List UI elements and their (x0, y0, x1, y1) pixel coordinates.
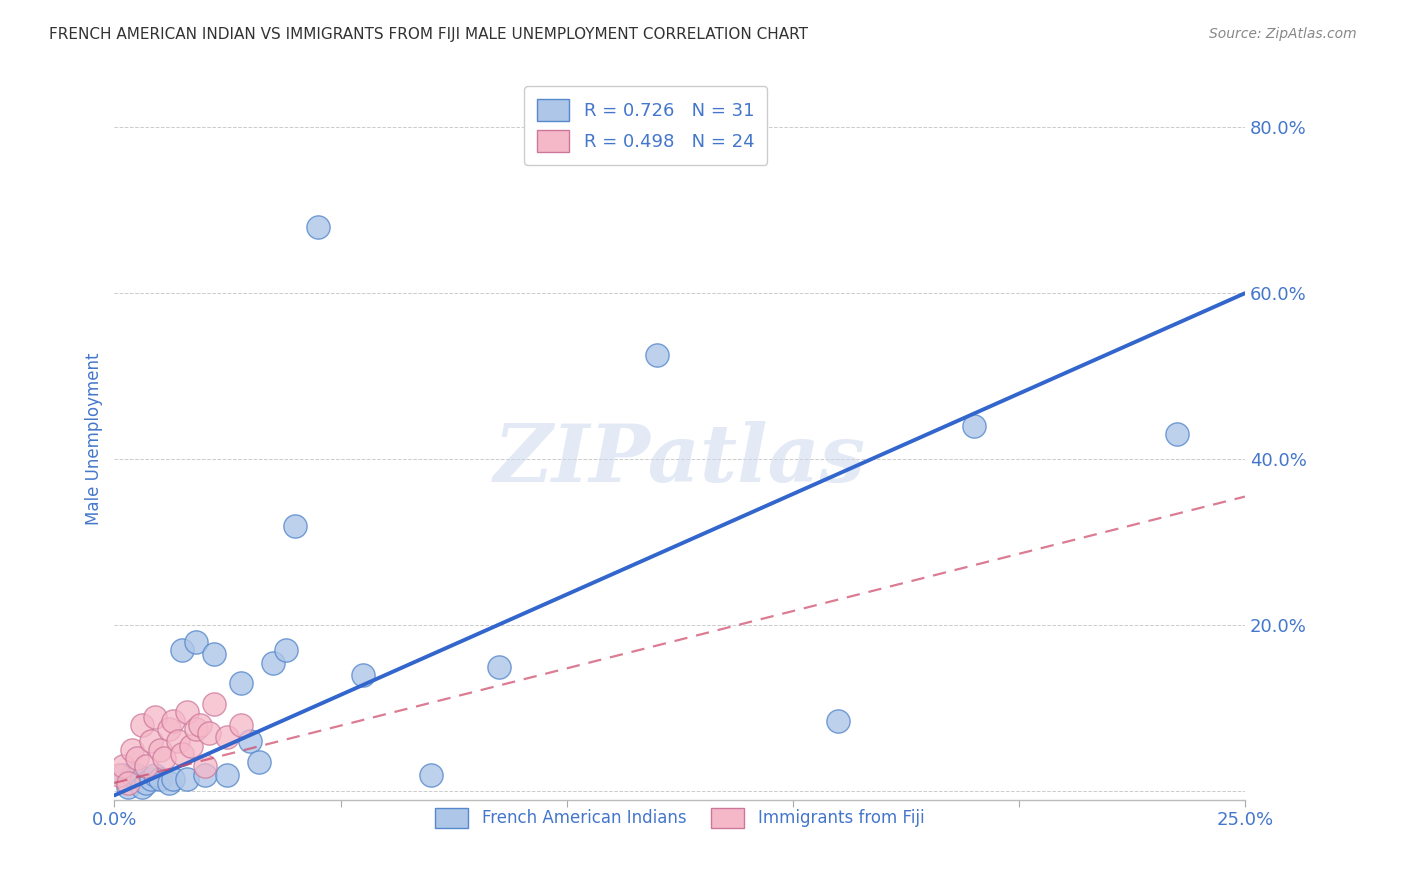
Point (352, 668, 374, 682)
Point (194, 767, 217, 781)
Point (112, 759, 135, 773)
Point (202, 647, 225, 661)
Point (153, 751, 176, 765)
Point (166, 734, 188, 748)
Point (229, 676, 252, 690)
Text: FRENCH AMERICAN INDIAN VS IMMIGRANTS FROM FIJI MALE UNEMPLOYMENT CORRELATION CHA: FRENCH AMERICAN INDIAN VS IMMIGRANTS FRO… (49, 27, 808, 42)
Point (121, 767, 143, 781)
Point (157, 776, 180, 790)
Point (176, 772, 198, 786)
Point (217, 731, 239, 745)
Point (1166, 427, 1188, 442)
Point (162, 714, 184, 728)
Point (143, 767, 166, 781)
Text: ZIPatlas: ZIPatlas (494, 421, 866, 499)
Point (176, 706, 198, 720)
Point (121, 742, 143, 756)
Point (180, 739, 202, 753)
Point (217, 767, 239, 781)
Point (125, 751, 148, 765)
Point (307, 219, 329, 234)
Point (184, 635, 207, 649)
Point (139, 772, 162, 786)
Point (202, 697, 225, 711)
Point (827, 714, 849, 728)
Point (108, 767, 131, 781)
Point (135, 759, 157, 773)
Point (198, 726, 221, 740)
Point (188, 718, 211, 732)
Point (112, 767, 135, 781)
Point (117, 780, 139, 794)
Point (488, 659, 510, 673)
Y-axis label: Male Unemployment: Male Unemployment (86, 352, 103, 524)
Point (139, 734, 162, 748)
Text: Source: ZipAtlas.com: Source: ZipAtlas.com (1209, 27, 1357, 41)
Point (420, 767, 443, 781)
Point (184, 722, 207, 736)
Point (229, 718, 252, 732)
Point (149, 772, 172, 786)
Point (135, 776, 157, 790)
Point (125, 767, 148, 781)
Point (262, 656, 284, 670)
Legend: French American Indians, Immigrants from Fiji: French American Indians, Immigrants from… (429, 801, 931, 835)
Point (143, 709, 166, 723)
Point (239, 734, 262, 748)
Point (645, 349, 668, 363)
Point (284, 518, 307, 533)
Point (131, 718, 153, 732)
Point (172, 747, 194, 761)
Point (962, 419, 984, 434)
Point (157, 722, 180, 736)
Point (247, 755, 270, 769)
Point (131, 780, 153, 794)
Point (149, 742, 172, 756)
Point (117, 776, 139, 790)
Point (276, 643, 298, 657)
Point (162, 772, 184, 786)
Point (194, 759, 217, 773)
Point (172, 643, 194, 657)
